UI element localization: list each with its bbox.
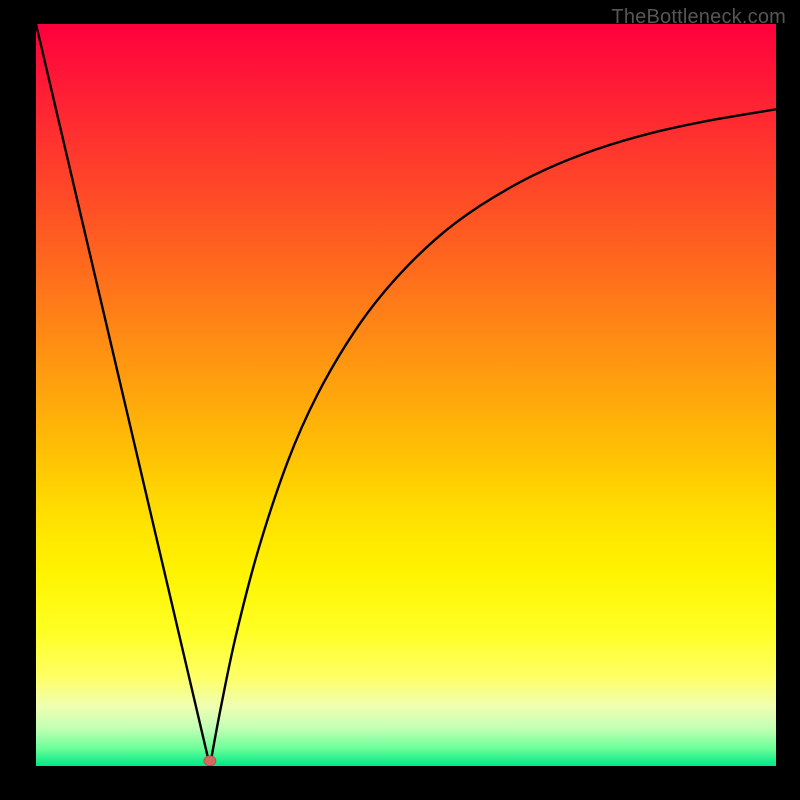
minimum-marker bbox=[204, 756, 216, 766]
chart-svg bbox=[0, 0, 800, 800]
chart-stage: TheBottleneck.com bbox=[0, 0, 800, 800]
plot-background bbox=[36, 24, 776, 766]
